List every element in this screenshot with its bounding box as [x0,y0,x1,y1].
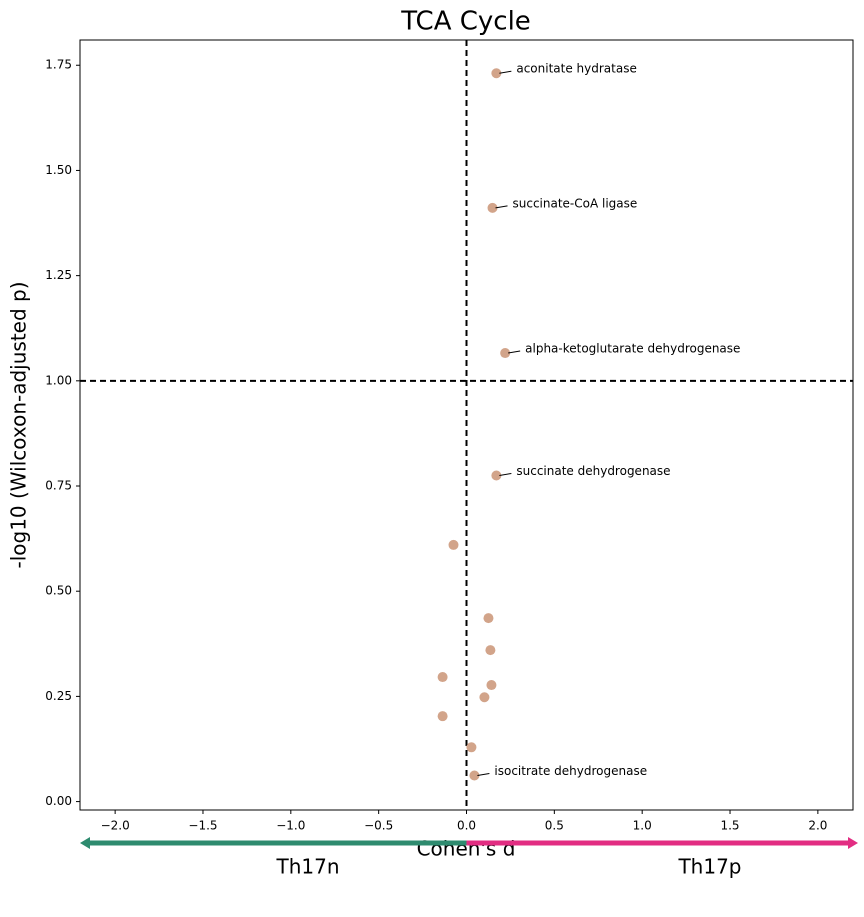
point [437,711,448,722]
point [485,645,496,656]
y-tick-label: 1.25 [45,268,72,282]
x-tick-label: −1.5 [188,819,217,833]
point-label: isocitrate dehydrogenase [494,764,647,778]
point-label: alpha-ketoglutarate dehydrogenase [525,342,740,356]
x-tick-label: −1.0 [276,819,305,833]
point-label: aconitate hydratase [516,62,637,76]
y-axis-label: -log10 (Wilcoxon-adjusted p) [7,281,31,568]
point-label: succinate dehydrogenase [516,464,670,478]
x-tick-label: −2.0 [101,819,130,833]
arrow-head [80,837,90,849]
annotation-line [499,70,512,74]
y-tick-label: 0.25 [45,689,72,703]
direction-label: Th17p [677,855,741,879]
point [491,470,502,481]
point [500,348,511,359]
point [466,742,477,753]
x-tick-label: −0.5 [364,819,393,833]
y-tick-label: 0.50 [45,584,72,598]
annotation-line [499,472,512,476]
point [486,680,497,691]
x-tick-label: 1.0 [633,819,652,833]
y-tick-label: 1.00 [45,373,72,387]
plot-frame [79,39,854,811]
point [483,613,494,624]
point [469,770,480,781]
x-axis-label: Cohen's d [417,837,516,861]
x-tick-label: 0.5 [545,819,564,833]
point [448,539,459,550]
x-tick-label: 0.0 [457,819,476,833]
y-tick-label: 0.75 [45,479,72,493]
chart-title: TCA Cycle [400,7,531,37]
point-label: succinate-CoA ligase [513,196,638,210]
y-tick-label: 1.50 [45,163,72,177]
y-tick-label: 0.00 [45,794,72,808]
annotation-line [508,350,521,354]
point [479,692,490,703]
annotation-line [477,773,490,776]
arrow-head [848,837,858,849]
point [487,202,498,213]
annotation-line [495,205,508,209]
point [491,68,502,79]
x-tick-label: 1.5 [720,819,739,833]
point [437,672,448,683]
y-tick-label: 1.75 [45,58,72,72]
direction-label: Th17n [275,855,339,879]
x-tick-label: 2.0 [808,819,827,833]
